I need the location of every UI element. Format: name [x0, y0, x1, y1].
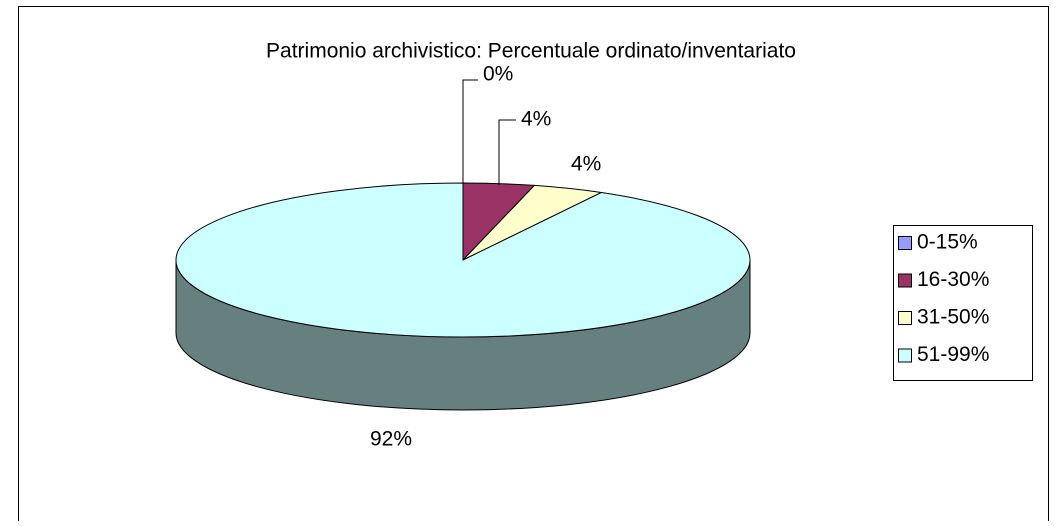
data-label: 4%: [521, 108, 551, 131]
legend-label: 0-15%: [917, 231, 978, 254]
legend-box: [893, 225, 1033, 381]
legend-swatch: [898, 348, 912, 363]
legend-label: 16-30%: [917, 268, 989, 291]
legend-label: 51-99%: [917, 343, 989, 366]
leader-line: [462, 79, 478, 183]
data-label: 4%: [571, 153, 601, 176]
legend-swatch: [898, 273, 912, 288]
legend-label: 31-50%: [917, 306, 989, 329]
data-label: 0%: [483, 63, 513, 86]
chart-title: Patrimonio archivistico: Percentuale ord…: [266, 40, 796, 63]
legend-swatch: [898, 236, 912, 250]
pie-slice: [175, 182, 751, 338]
legend-swatch: [898, 311, 912, 325]
data-label: 92%: [370, 428, 412, 451]
leader-line: [498, 119, 516, 185]
